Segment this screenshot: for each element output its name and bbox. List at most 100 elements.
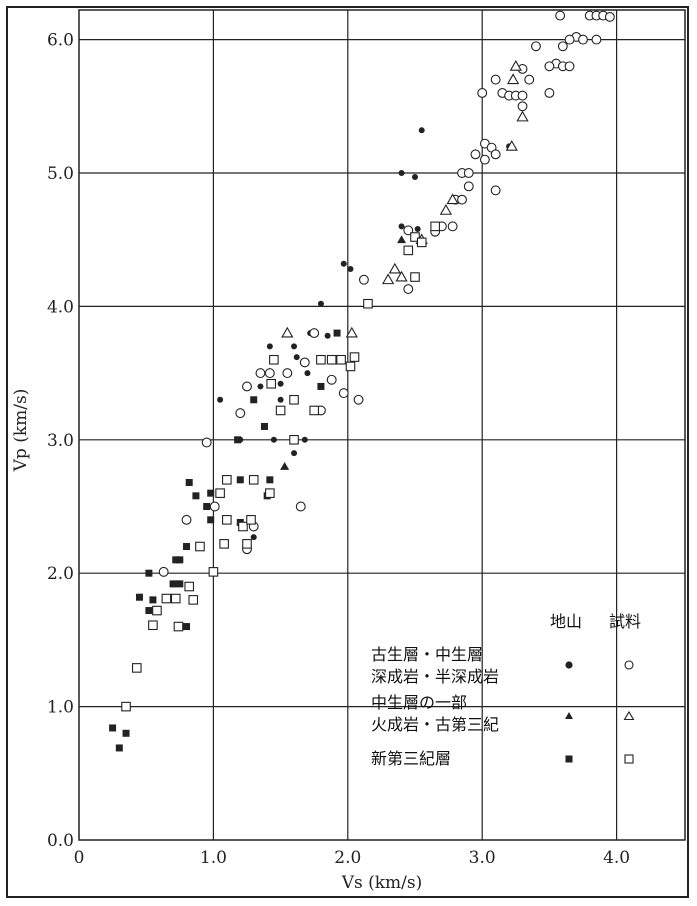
circle-open-point xyxy=(564,61,575,72)
circle-filled-point xyxy=(266,343,273,350)
square-filled-point xyxy=(203,503,211,510)
circle-open-point xyxy=(358,274,369,285)
circle-open-point xyxy=(264,368,275,379)
circle-filled-point xyxy=(277,380,284,387)
triangle-open-point xyxy=(506,73,520,85)
square-open-point xyxy=(148,620,158,631)
y-tick-label: 0.0 xyxy=(47,831,74,851)
square-open-point xyxy=(363,298,373,309)
triangle-open-point xyxy=(516,110,529,122)
triangle-open-point xyxy=(388,262,401,274)
legend-open-triangle xyxy=(623,710,635,721)
square-open-point xyxy=(336,354,346,365)
square-filled-point xyxy=(115,744,123,752)
x-tick-label: 3.0 xyxy=(469,848,496,868)
square-open-point xyxy=(309,405,320,416)
square-filled-point xyxy=(250,396,258,404)
circle-filled-point xyxy=(250,534,257,541)
circle-open-point xyxy=(457,194,467,205)
circle-filled-point xyxy=(257,383,264,390)
legend-label-group3-line1: 新第三紀層 xyxy=(371,749,451,768)
square-open-point xyxy=(246,515,256,525)
x-tick-label: 0 xyxy=(74,848,85,868)
circle-open-point xyxy=(544,61,555,72)
circle-open-point xyxy=(463,168,474,178)
triangle-open-point xyxy=(509,59,522,71)
square-open-point xyxy=(222,475,232,485)
square-filled-point xyxy=(145,569,153,577)
square-filled-point xyxy=(109,724,117,732)
circle-filled-point xyxy=(291,343,298,350)
circle-filled-point xyxy=(317,300,324,307)
triangle-open-point xyxy=(439,204,453,215)
figure-frame: 0 1.0 2.0 3.0 4.0 0.0 1.0 2.0 3.0 4.0 5.0 6.0 Vs (… xyxy=(6,6,689,898)
legend-label-group1-line1: 古生層・中生層 xyxy=(371,645,483,664)
square-open-point xyxy=(152,605,162,616)
square-open-point xyxy=(345,361,356,372)
circle-filled-point xyxy=(412,174,418,181)
circle-open-point xyxy=(338,388,349,399)
x-tick-labels: 0 1.0 2.0 3.0 4.0 xyxy=(74,848,631,868)
y-axis-label: Vp (km/s) xyxy=(11,389,31,473)
x-tick-label: 2.0 xyxy=(334,848,361,868)
square-open-point xyxy=(219,539,229,549)
circle-open-point xyxy=(470,149,481,160)
circle-open-point xyxy=(477,88,488,98)
square-open-point xyxy=(289,394,299,405)
circle-open-point xyxy=(299,357,310,368)
circle-open-point xyxy=(591,34,602,45)
circle-filled-point xyxy=(414,226,421,233)
square-filled-point xyxy=(185,478,193,486)
square-open-point xyxy=(316,354,326,365)
square-open-point xyxy=(215,488,225,498)
circle-open-point xyxy=(604,11,615,22)
circle-filled-point xyxy=(304,370,311,377)
circle-open-point xyxy=(403,284,414,295)
circle-open-point xyxy=(524,74,535,85)
circle-filled-point xyxy=(270,436,277,443)
square-filled-point xyxy=(176,556,184,564)
circle-open-point xyxy=(531,41,541,52)
legend-filled-square xyxy=(565,755,573,763)
y-tick-label: 1.0 xyxy=(47,698,74,718)
square-filled-point xyxy=(145,607,153,615)
circle-open-point xyxy=(490,74,501,85)
x-axis-label: Vs (km/s) xyxy=(341,873,423,893)
triangle-filled-point xyxy=(280,461,290,470)
y-tick-label: 2.0 xyxy=(47,564,74,584)
scatter-plot: 0 1.0 2.0 3.0 4.0 0.0 1.0 2.0 3.0 4.0 5.0 6.0 Vs (… xyxy=(11,9,686,893)
square-filled-point xyxy=(207,516,215,524)
square-filled-point xyxy=(183,623,191,631)
circle-open-point xyxy=(517,101,528,112)
square-filled-point xyxy=(169,580,177,588)
square-open-point xyxy=(170,593,181,604)
square-open-point xyxy=(410,232,420,242)
circle-filled-point xyxy=(398,170,405,176)
legend-col-header-field: 地山 xyxy=(550,612,582,631)
triangle-open-point xyxy=(505,140,518,151)
circle-open-point xyxy=(181,514,192,525)
square-open-point xyxy=(248,475,259,485)
triangle-open-point xyxy=(381,273,395,285)
y-tick-label: 6.0 xyxy=(47,31,74,51)
circle-open-point xyxy=(235,408,246,419)
circle-filled-point xyxy=(293,354,300,361)
square-open-point xyxy=(238,521,248,532)
legend-filled-circle xyxy=(565,661,573,669)
triangle-open-point xyxy=(446,193,459,205)
square-open-point xyxy=(208,567,219,577)
circle-open-point xyxy=(490,149,501,160)
square-open-point xyxy=(265,488,275,498)
circle-filled-point xyxy=(398,223,405,230)
circle-open-point xyxy=(544,88,555,98)
square-open-point xyxy=(195,541,205,552)
legend-open-square xyxy=(624,754,634,764)
y-tick-label: 4.0 xyxy=(47,297,74,317)
circle-open-point xyxy=(479,154,490,165)
y-tick-labels: 0.0 1.0 2.0 3.0 4.0 5.0 6.0 xyxy=(47,31,74,851)
square-filled-point xyxy=(207,489,215,497)
plot-border xyxy=(78,9,686,841)
square-filled-point xyxy=(317,382,325,390)
circle-open-point xyxy=(282,368,293,379)
circle-open-point xyxy=(295,501,306,512)
